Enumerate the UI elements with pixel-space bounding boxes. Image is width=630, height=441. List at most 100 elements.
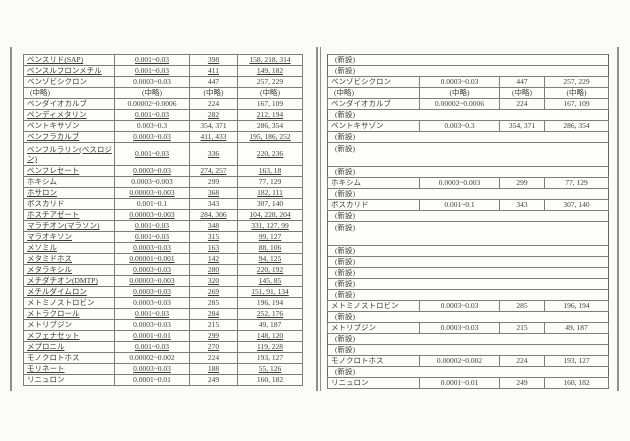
value-cell: 411, 433 [189,131,238,143]
values-cell: 182, 111 [237,187,303,199]
table-row: (新設) [327,344,609,356]
substance-name-cell: メトリブジン [23,319,115,331]
table-row: ペントキサゾン 0.003~0.3 354, 371 286, 354 [327,120,609,132]
value-cell: 249 [499,377,545,389]
table-row: ペンディメタリン 0.001~0.03 282 212, 194 [23,109,303,121]
table-row: (新設) [327,166,609,178]
table-row: モノクロトホス 0.00002~0.002 224 193, 127 [327,355,609,367]
amended-table: ベンスリド(SAP) 0.001~0.03 398 158, 218, 314 ベンスル… [23,54,303,386]
table-row: ホサロン 0.00003~0.003 368 182, 111 [23,187,303,199]
concentration-range-cell: 0.0003~0.03 [114,297,190,309]
values-cell: 158, 218, 314 [237,54,303,66]
concentration-range-cell: 0.00002~0.002 [419,355,500,367]
table-row: ベンゾビシクロン 0.0003~0.03 447 257, 229 [327,76,609,88]
value-cell: 270 [189,341,238,353]
substance-name-cell: ボスカリド [327,199,420,211]
value-cell: 224 [499,98,545,110]
substance-name-cell: メトミノストロビン [23,297,115,309]
concentration-range-cell: 0.001~0.1 [114,198,190,210]
value-cell: 398 [189,54,238,66]
concentration-range-cell: 0.0003~0.03 [114,165,190,177]
new-entry-placeholder-cell: (新設) [327,366,609,378]
omitted-cell: (中略) [327,87,420,99]
concentration-range-cell: 0.0003~0.03 [419,322,500,334]
substance-name-cell: メタラキシル [23,264,115,276]
table-row: (新設) [327,109,609,121]
new-entry-placeholder-cell: (新設) [327,131,609,143]
substance-name-cell: ホキシム [327,177,420,189]
table-row: (新設) [327,311,609,323]
concentration-range-cell: 0.00003~0.003 [114,187,190,199]
substance-name-cell: メフェナセット [23,330,115,342]
table-row: (新設) [327,366,609,378]
value-cell: 411 [189,65,238,77]
new-entry-placeholder-cell: (新設) [327,210,609,222]
table-row: リニュロン 0.0001~0.01 249 160, 182 [327,377,609,389]
values-cell: 212, 194 [237,109,303,121]
value-cell: 249 [189,374,238,386]
value-cell: 285 [499,300,545,312]
table-row: ベンフレセート 0.0003~0.03 274, 257 163, 18 [23,165,303,177]
omitted-cell: (中略) [23,87,115,99]
omitted-cell: (中略) [237,87,303,99]
value-cell: 299 [189,330,238,342]
values-cell: 307, 140 [237,198,303,210]
concentration-range-cell: 0.0003~0.03 [419,300,500,312]
values-cell: 149, 182 [237,65,303,77]
values-cell: 99, 127 [237,231,303,243]
substance-name-cell: ペントキサゾン [327,120,420,132]
values-cell: 307, 140 [544,199,609,211]
concentration-range-cell: 0.001~0.03 [114,54,190,66]
table-row: ホスチアゼート 0.00003~0.003 284, 306 104, 228, 20… [23,209,303,221]
new-entry-placeholder-cell: (新設) [327,311,609,323]
omitted-cell: (中略) [114,87,190,99]
table-row: ホキシム 0.0003~0.003 299 77, 129 [23,176,303,188]
new-entry-placeholder-cell: (新設) [327,333,609,345]
values-cell: 220, 192 [237,264,303,276]
table-row: (新設) [327,221,609,246]
concentration-range-cell: 0.0003~0.03 [419,76,500,88]
substance-name-cell: メトリブジン [327,322,420,334]
value-cell: 336 [189,142,238,166]
value-cell: 354, 371 [499,120,545,132]
table-row: (新設) [327,333,609,345]
new-entry-placeholder-cell: (新設) [327,188,609,200]
values-cell: 94, 125 [237,253,303,265]
concentration-range-cell: 0.0001~0.01 [419,377,500,389]
value-cell: 320 [189,275,238,287]
values-cell: 286, 354 [544,120,609,132]
concentration-range-cell: 0.00002~0.002 [114,352,190,364]
concentration-range-cell: 0.001~0.03 [114,308,190,320]
value-cell: 299 [189,176,238,188]
value-cell: 299 [499,177,545,189]
value-cell: 368 [189,187,238,199]
table-row: (新設) [327,289,609,301]
table-row: リニュロン 0.0001~0.01 249 160, 182 [23,374,303,386]
values-cell: 104, 228, 204 [237,209,303,221]
new-entry-placeholder-cell: (新設) [327,166,609,178]
substance-name-cell: ペンディメタリン [23,109,115,121]
concentration-range-cell: 0.001~0.03 [114,142,190,166]
values-cell: 195, 186, 252 [237,131,303,143]
concentration-range-cell: 0.001~0.03 [114,65,190,77]
values-cell: 257, 229 [544,76,609,88]
values-cell: 163, 18 [237,165,303,177]
concentration-range-cell: 0.0003~0.03 [114,286,190,298]
substance-name-cell: モノクロトホス [327,355,420,367]
substance-name-cell: メプロニル [23,341,115,353]
substance-name-cell: ホスチアゼート [23,209,115,221]
value-cell: 188 [189,363,238,375]
substance-name-cell: リニュロン [23,374,115,386]
value-cell: 447 [189,76,238,88]
concentration-range-cell: 0.00002~0.0006 [114,98,190,110]
concentration-range-cell: 0.001~0.03 [114,109,190,121]
concentration-range-cell: 0.001~0.03 [114,220,190,232]
table-row: メソミル 0.0003~0.03 163 88, 106 [23,242,303,254]
values-cell: 331, 127, 99 [237,220,303,232]
new-entry-placeholder-cell: (新設) [327,256,609,268]
table-row: ベンダイオカルブ 0.00002~0.0006 224 167, 109 [327,98,609,110]
values-cell: 286, 354 [237,120,303,132]
table-row: ホキシム 0.0003~0.003 299 77, 129 [327,177,609,189]
concentration-range-cell: 0.00001~0.001 [114,253,190,265]
new-entry-placeholder-cell: (新設) [327,109,609,121]
